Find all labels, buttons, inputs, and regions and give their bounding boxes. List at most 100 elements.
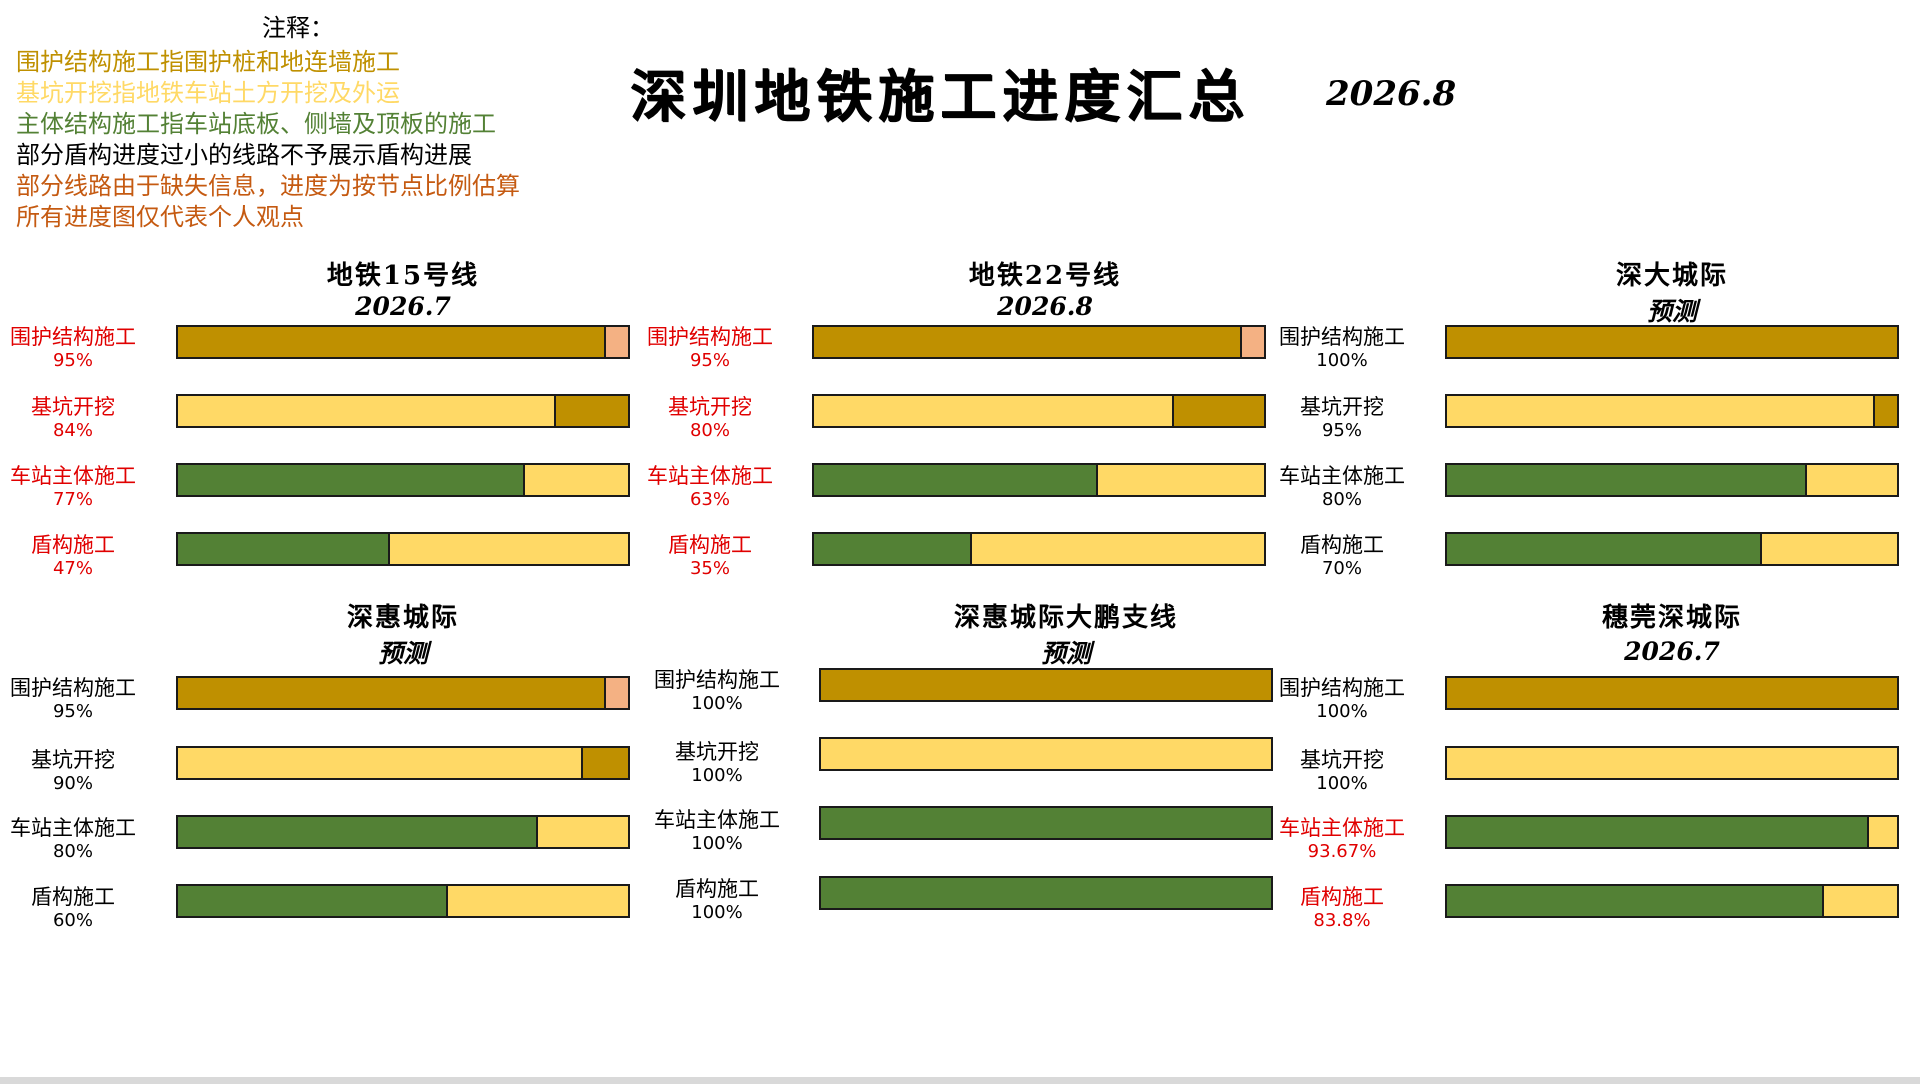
progress-bar-retaining bbox=[1445, 325, 1899, 359]
percent-label: 95% bbox=[1321, 420, 1362, 441]
note-retaining: 围护结构施工指围护桩和地连墙施工 bbox=[16, 48, 400, 76]
progress-remainder bbox=[448, 886, 628, 916]
progress-fill bbox=[1447, 396, 1875, 426]
bottom-divider bbox=[0, 1077, 1920, 1084]
category-label: 盾构施工 bbox=[31, 533, 115, 557]
category-label: 盾构施工 bbox=[675, 877, 759, 901]
progress-bar-structure bbox=[176, 463, 630, 497]
row-label-retaining: 围护结构施工 100% bbox=[647, 668, 787, 715]
note-shield-omitted: 部分盾构进度过小的线路不予展示盾构进展 bbox=[16, 141, 472, 169]
percent-label: 80% bbox=[689, 420, 730, 441]
progress-fill bbox=[814, 327, 1242, 357]
percent-label: 100% bbox=[1316, 350, 1368, 371]
progress-remainder bbox=[583, 748, 628, 778]
category-label: 盾构施工 bbox=[1300, 533, 1384, 557]
progress-bar-retaining bbox=[819, 668, 1273, 702]
progress-bar-shield bbox=[819, 876, 1273, 910]
progress-bar-retaining bbox=[176, 676, 630, 710]
percent-label: 83.8% bbox=[1313, 910, 1371, 931]
row-label-structure: 车站主体施工 100% bbox=[647, 808, 787, 855]
progress-fill bbox=[178, 327, 606, 357]
progress-fill bbox=[178, 465, 525, 495]
progress-bar-structure bbox=[1445, 815, 1899, 849]
progress-remainder bbox=[605, 678, 628, 708]
row-label-shield: 盾构施工 83.8% bbox=[1272, 885, 1412, 932]
progress-bar-retaining bbox=[812, 325, 1266, 359]
progress-remainder bbox=[1097, 465, 1264, 495]
category-label: 基坑开挖 bbox=[1300, 748, 1384, 772]
row-label-structure: 车站主体施工 80% bbox=[1272, 464, 1412, 511]
percent-label: 80% bbox=[1321, 489, 1362, 510]
category-label: 围护结构施工 bbox=[1279, 325, 1405, 349]
percent-label: 95% bbox=[689, 350, 730, 371]
progress-bar-excavation bbox=[819, 737, 1273, 771]
progress-fill bbox=[1447, 678, 1897, 708]
category-label: 基坑开挖 bbox=[31, 395, 115, 419]
progress-remainder bbox=[1868, 817, 1897, 847]
row-label-retaining: 围护结构施工 95% bbox=[640, 325, 780, 372]
chart-title: 深大城际 bbox=[1615, 261, 1728, 291]
progress-fill bbox=[821, 878, 1271, 908]
progress-bar-shield bbox=[1445, 532, 1899, 566]
progress-fill bbox=[814, 396, 1174, 426]
page-date: 2026.8 bbox=[1326, 74, 1457, 114]
percent-label: 95% bbox=[52, 701, 93, 722]
percent-label: 84% bbox=[52, 420, 93, 441]
progress-bar-structure bbox=[819, 806, 1273, 840]
progress-fill bbox=[178, 817, 538, 847]
progress-remainder bbox=[1241, 327, 1264, 357]
progress-bar-retaining bbox=[1445, 676, 1899, 710]
category-label: 基坑开挖 bbox=[1300, 395, 1384, 419]
category-label: 盾构施工 bbox=[668, 533, 752, 557]
category-label: 车站主体施工 bbox=[10, 816, 136, 840]
percent-label: 77% bbox=[52, 489, 93, 510]
chart-subtitle: 2026.8 bbox=[997, 292, 1093, 321]
row-label-excavation: 基坑开挖 80% bbox=[640, 395, 780, 442]
progress-remainder bbox=[1762, 534, 1897, 564]
row-label-retaining: 围护结构施工 95% bbox=[3, 325, 143, 372]
progress-remainder bbox=[1807, 465, 1897, 495]
progress-remainder bbox=[605, 327, 628, 357]
note-excavation: 基坑开挖指地铁车站土方开挖及外运 bbox=[16, 79, 400, 107]
percent-label: 100% bbox=[691, 902, 743, 923]
progress-bar-structure bbox=[176, 815, 630, 849]
progress-remainder bbox=[524, 465, 628, 495]
progress-bar-structure bbox=[812, 463, 1266, 497]
progress-fill bbox=[821, 670, 1271, 700]
progress-bar-shield bbox=[812, 532, 1266, 566]
notes-heading: 注释： bbox=[262, 14, 334, 42]
row-label-structure: 车站主体施工 80% bbox=[3, 816, 143, 863]
progress-fill bbox=[814, 465, 1098, 495]
row-label-shield: 盾构施工 47% bbox=[3, 533, 143, 580]
row-label-retaining: 围护结构施工 95% bbox=[3, 676, 143, 723]
category-label: 盾构施工 bbox=[31, 885, 115, 909]
progress-bar-excavation bbox=[176, 746, 630, 780]
note-estimation: 部分线路由于缺失信息，进度为按节点比例估算 bbox=[16, 172, 520, 200]
category-label: 盾构施工 bbox=[1300, 885, 1384, 909]
progress-fill bbox=[821, 808, 1271, 838]
chart-title: 深惠城际 bbox=[346, 603, 459, 633]
progress-remainder bbox=[1174, 396, 1264, 426]
row-label-excavation: 基坑开挖 100% bbox=[647, 740, 787, 787]
progress-fill bbox=[1447, 534, 1762, 564]
chart-subtitle: 预测 bbox=[1646, 297, 1697, 326]
percent-label: 100% bbox=[691, 693, 743, 714]
chart-subtitle: 2026.7 bbox=[1624, 637, 1720, 666]
note-personal-view: 所有进度图仅代表个人观点 bbox=[16, 203, 304, 231]
percent-label: 35% bbox=[689, 558, 730, 579]
progress-bar-shield bbox=[176, 884, 630, 918]
progress-fill bbox=[1447, 327, 1897, 357]
row-label-excavation: 基坑开挖 95% bbox=[1272, 395, 1412, 442]
percent-label: 100% bbox=[691, 765, 743, 786]
category-label: 车站主体施工 bbox=[10, 464, 136, 488]
row-label-shield: 盾构施工 60% bbox=[3, 885, 143, 932]
category-label: 围护结构施工 bbox=[10, 676, 136, 700]
progress-bar-excavation bbox=[812, 394, 1266, 428]
percent-label: 90% bbox=[52, 773, 93, 794]
progress-bar-structure bbox=[1445, 463, 1899, 497]
row-label-retaining: 围护结构施工 100% bbox=[1272, 676, 1412, 723]
category-label: 车站主体施工 bbox=[647, 464, 773, 488]
chart-subtitle: 2026.7 bbox=[355, 292, 451, 321]
progress-remainder bbox=[1824, 886, 1897, 916]
